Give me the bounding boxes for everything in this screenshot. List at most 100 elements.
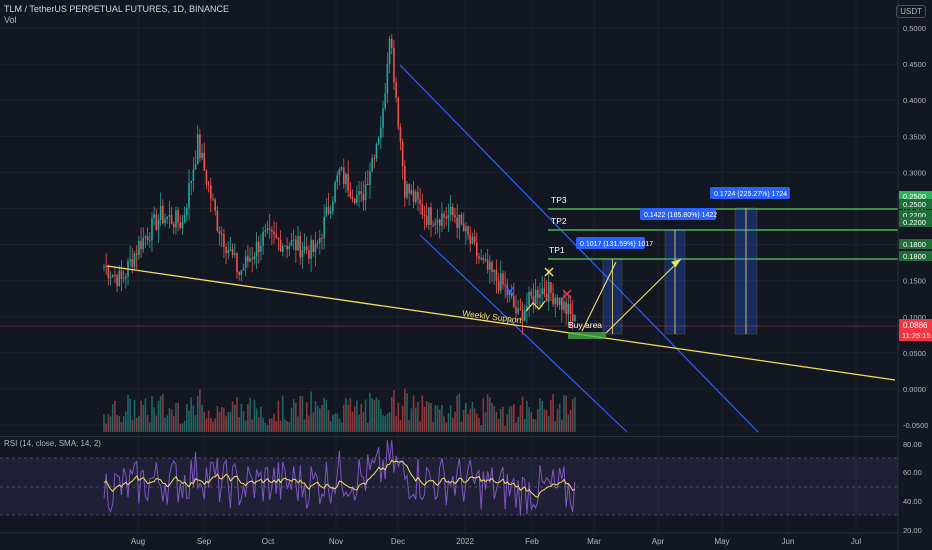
volume-bars xyxy=(103,388,576,432)
candle-body xyxy=(251,258,254,260)
volume-bar xyxy=(327,410,330,432)
volume-bar xyxy=(539,398,541,432)
time-axis[interactable]: Aug Sep Oct Nov Dec 2022 Feb Mar Apr May Jun Jul xyxy=(131,537,861,546)
volume-bar xyxy=(523,419,526,432)
volume-bar xyxy=(558,403,561,432)
candle-body xyxy=(205,170,208,185)
tp-tag-value: 0.2200 xyxy=(903,218,926,227)
candle-body xyxy=(247,256,249,262)
grid xyxy=(0,0,898,533)
candle-body xyxy=(264,230,267,232)
volume-bar xyxy=(423,406,426,432)
candle-body xyxy=(534,289,537,305)
volume-bar xyxy=(203,411,206,432)
candle-body xyxy=(537,289,539,298)
time-tick: Mar xyxy=(587,537,601,546)
volume-bar xyxy=(286,421,288,432)
candle-body xyxy=(499,273,502,291)
volume-bar xyxy=(212,421,214,432)
rsi-label: RSI (14, close, SMA, 14, 2) xyxy=(4,439,101,448)
candle-body xyxy=(146,236,149,241)
volume-bar xyxy=(186,404,188,432)
candle-body xyxy=(414,191,417,202)
candle-body xyxy=(445,217,448,219)
volume-bar xyxy=(395,415,397,432)
volume-bar xyxy=(273,413,275,432)
candle-body xyxy=(236,253,238,273)
volume-bar xyxy=(194,415,197,432)
volume-bar xyxy=(196,396,199,432)
candle-body xyxy=(144,236,147,238)
volume-bar xyxy=(552,394,554,432)
candle-body xyxy=(212,198,214,200)
volume-bar xyxy=(513,403,515,432)
candle-body xyxy=(105,266,107,268)
candle-body xyxy=(122,278,125,280)
candle-body xyxy=(373,158,376,160)
volume-bar xyxy=(244,420,247,432)
volume-bar xyxy=(122,416,125,432)
candle-body xyxy=(242,268,245,271)
volume-bar xyxy=(216,406,219,432)
candle-body xyxy=(574,314,576,322)
volume-bar xyxy=(502,406,504,432)
candle-body xyxy=(571,313,574,322)
candle-body xyxy=(484,259,487,261)
tp-tag xyxy=(899,217,932,227)
candle-body xyxy=(364,184,367,201)
candle-body xyxy=(541,288,543,295)
volume-bar xyxy=(380,408,382,432)
candle-body xyxy=(244,256,247,269)
candle-body xyxy=(268,228,271,230)
volume-bar xyxy=(358,414,360,432)
volume-bar xyxy=(408,420,410,432)
target-box-1: 0.1017 (131.59%) 1017 xyxy=(580,241,653,248)
volume-bar xyxy=(421,395,424,432)
volume-bar xyxy=(127,394,129,432)
time-tick: Nov xyxy=(329,537,343,546)
volume-bar xyxy=(319,408,321,432)
candle-body xyxy=(295,239,297,251)
volume-bar xyxy=(268,418,271,432)
volume-bar xyxy=(107,414,110,432)
volume-bar xyxy=(220,407,223,432)
tp-tag xyxy=(899,210,932,220)
volume-bar xyxy=(545,410,548,432)
volume-bar xyxy=(347,404,349,432)
volume-bar xyxy=(155,415,158,432)
currency-badge[interactable]: USDT xyxy=(896,5,926,18)
candle-body xyxy=(255,241,258,257)
volume-bar xyxy=(312,412,315,432)
volume-bar xyxy=(469,408,472,432)
candle-body xyxy=(216,210,219,231)
candle-body xyxy=(353,198,356,203)
volume-bar xyxy=(412,395,415,432)
volume-bar xyxy=(428,402,430,432)
volume-bar xyxy=(499,409,502,432)
price-tick: 0.4000 xyxy=(903,96,926,105)
volume-bar xyxy=(205,418,208,432)
candle-body xyxy=(471,236,474,244)
candle-body xyxy=(460,214,463,224)
target-box-3-bg xyxy=(710,187,790,199)
candle-body xyxy=(382,108,384,128)
volume-bar xyxy=(373,400,376,432)
volume-bar xyxy=(491,403,493,432)
volume-bar xyxy=(377,399,380,432)
candle-body xyxy=(478,256,480,259)
x-markers xyxy=(505,267,572,312)
candle-body xyxy=(225,246,227,253)
candle-body xyxy=(338,168,341,176)
volume-bar xyxy=(157,400,160,432)
volume-bar xyxy=(517,416,519,432)
volume-bar xyxy=(356,400,358,432)
candle-body xyxy=(567,304,570,315)
volume-bar xyxy=(345,398,347,432)
tp-tag-value: 0.2500 xyxy=(903,200,926,209)
tp-tag xyxy=(899,251,932,261)
volume-bar xyxy=(364,399,367,432)
candle-body xyxy=(452,206,454,216)
candle-body xyxy=(419,199,421,205)
candle-body xyxy=(384,93,387,109)
